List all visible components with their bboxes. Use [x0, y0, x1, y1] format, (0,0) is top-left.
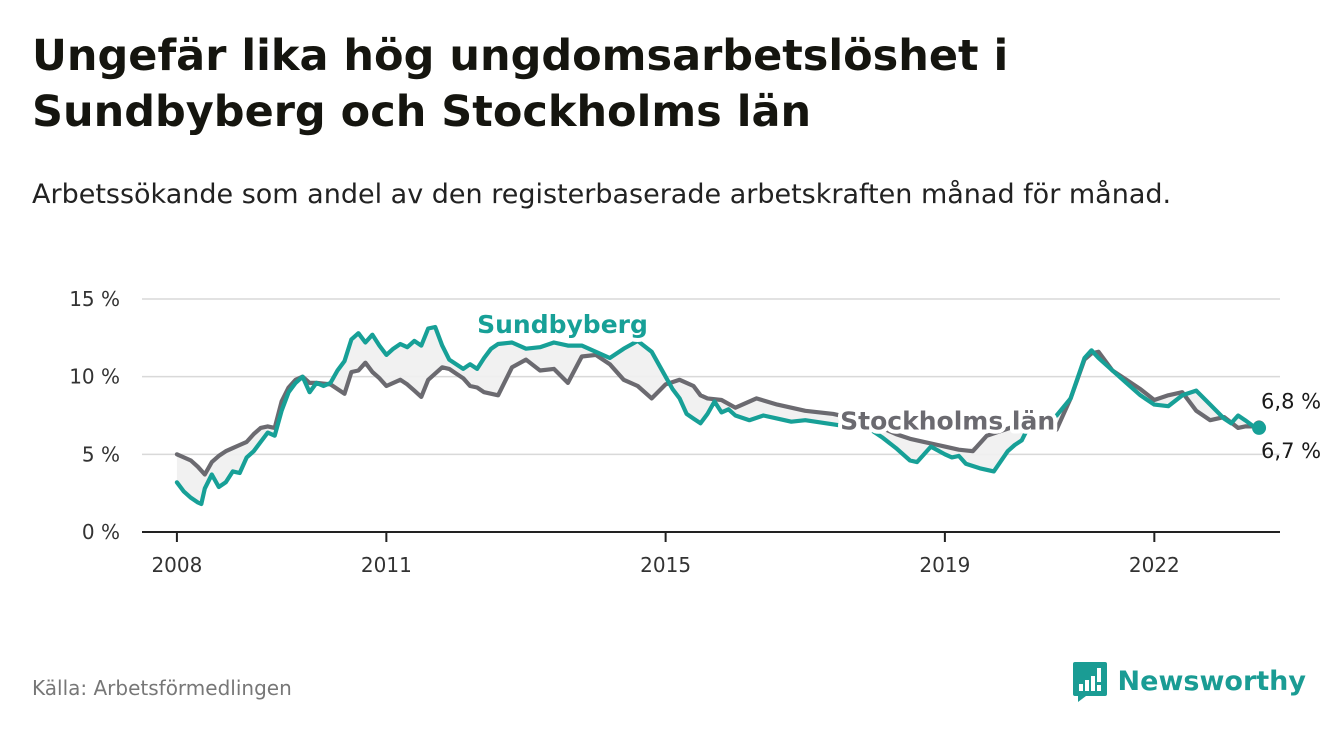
y-tick-label: 5 %	[82, 442, 120, 466]
y-tick-label: 10 %	[69, 365, 120, 389]
x-tick-label: 2022	[1129, 553, 1180, 577]
chart-subtitle: Arbetssökande som andel av den registerb…	[32, 179, 1172, 210]
chart-title: Ungefär lika hög ungdomsarbetslöshet i S…	[32, 31, 1009, 137]
sundbyberg-end-label: 6,7 %	[1261, 439, 1321, 463]
stockholm-end-label: 6,8 %	[1261, 389, 1321, 413]
difference-band	[176, 327, 1260, 504]
brand-name: Newsworthy	[1117, 665, 1306, 697]
source-note: Källa: Arbetsförmedlingen	[32, 676, 292, 700]
y-axis-ticks: 0 % 5 % 10 % 15 %	[69, 287, 120, 544]
sundbyberg-line	[174, 324, 1262, 507]
x-tick-label: 2019	[919, 553, 970, 577]
series-labels: Sundbyberg Stockholms län 6,8 % 6,7 %	[473, 306, 1321, 463]
gridlines	[142, 298, 1280, 533]
sundbyberg-series-label: Sundbyberg	[477, 310, 648, 339]
brand-logo: Newsworthy	[1072, 660, 1306, 702]
y-tick-label: 0 %	[82, 520, 120, 544]
difference-area	[176, 327, 1260, 504]
x-axis-ticks: 2008 2011 2015 2019 2022	[151, 532, 1180, 577]
x-tick-label: 2011	[361, 553, 412, 577]
y-tick-label: 15 %	[69, 287, 120, 311]
series-lines	[174, 324, 1267, 507]
line-chart: 0 % 5 % 10 % 15 % 2008 2011 2015 2019 2022 Sund…	[69, 287, 1321, 577]
stockholm-series-label: Stockholms län	[840, 406, 1055, 435]
sundbyberg-end-point	[1252, 420, 1267, 435]
x-tick-label: 2008	[151, 553, 202, 577]
newsworthy-icon	[1072, 662, 1107, 702]
x-tick-label: 2015	[640, 553, 691, 577]
